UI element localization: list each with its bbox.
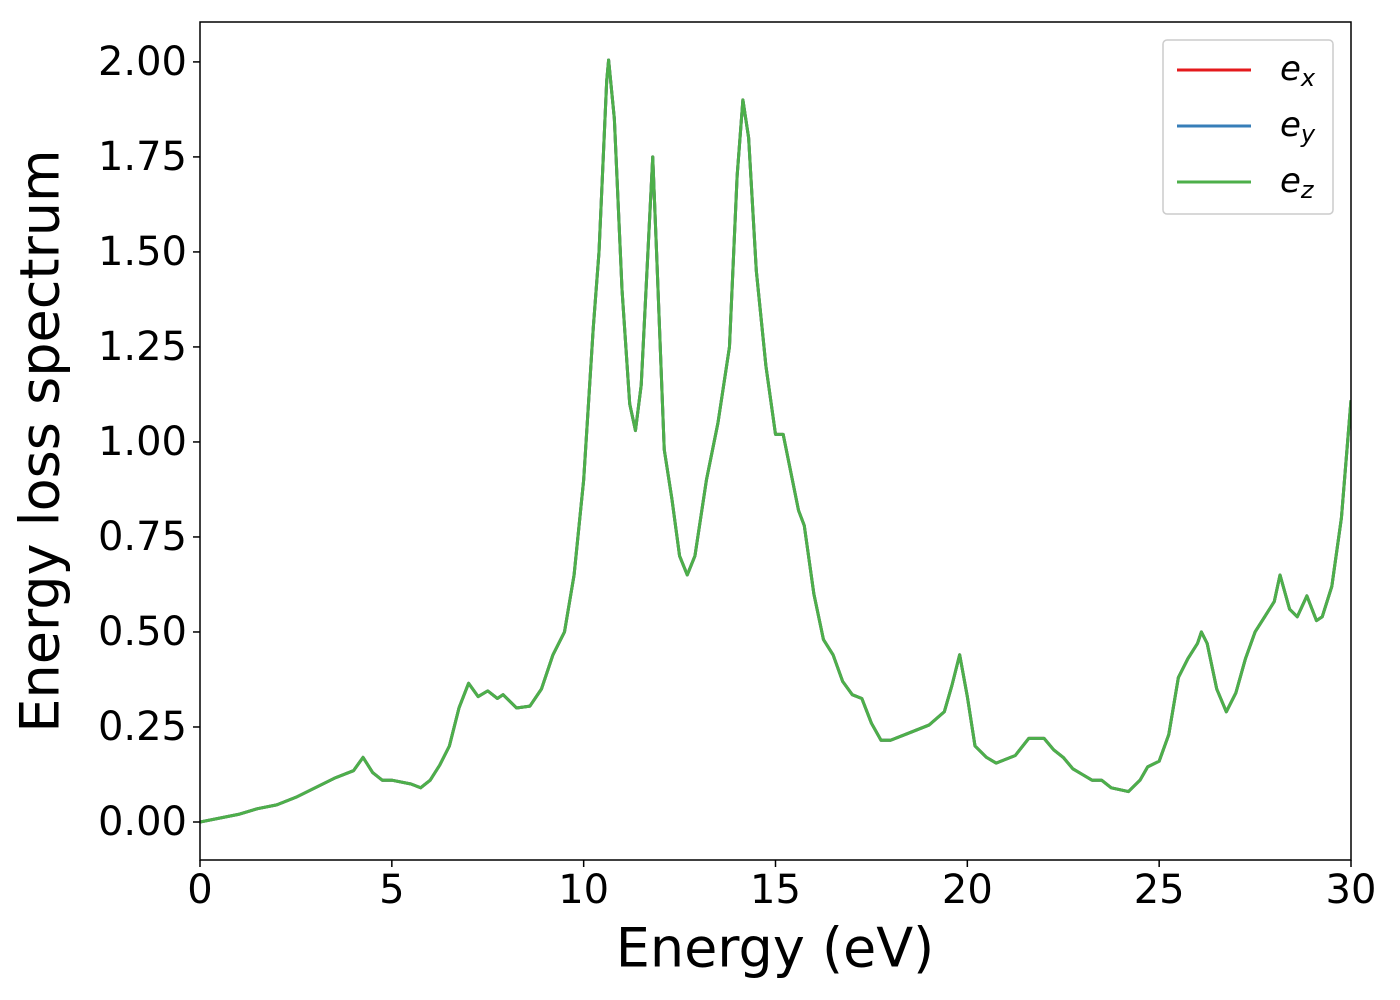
y-tick-label: 1.50 xyxy=(98,229,187,275)
x-tick-label: 10 xyxy=(558,867,609,913)
y-tick-label: 2.00 xyxy=(98,39,187,85)
y-tick-label: 1.25 xyxy=(98,324,187,370)
y-tick-label: 0.25 xyxy=(98,704,187,750)
y-tick-label: 0.75 xyxy=(98,514,187,560)
legend-label: ex xyxy=(1280,49,1316,93)
y-axis-label: Energy loss spectrum xyxy=(9,149,72,732)
x-tick-label: 30 xyxy=(1326,867,1377,913)
series-line xyxy=(200,58,1351,824)
y-tick-label: 0.00 xyxy=(98,799,187,845)
x-axis-label: Energy (eV) xyxy=(616,917,935,980)
x-tick-label: 20 xyxy=(942,867,993,913)
legend-label: ez xyxy=(1280,161,1315,205)
y-tick-label: 0.50 xyxy=(98,609,187,655)
y-tick-label: 1.00 xyxy=(98,419,187,465)
plot-frame xyxy=(199,21,1352,861)
x-tick-label: 25 xyxy=(1134,867,1185,913)
x-tick-label: 0 xyxy=(187,867,212,913)
y-tick-label: 1.75 xyxy=(98,134,187,180)
legend-label: ey xyxy=(1280,105,1316,149)
x-tick-label: 5 xyxy=(379,867,404,913)
x-tick-label: 15 xyxy=(750,867,801,913)
